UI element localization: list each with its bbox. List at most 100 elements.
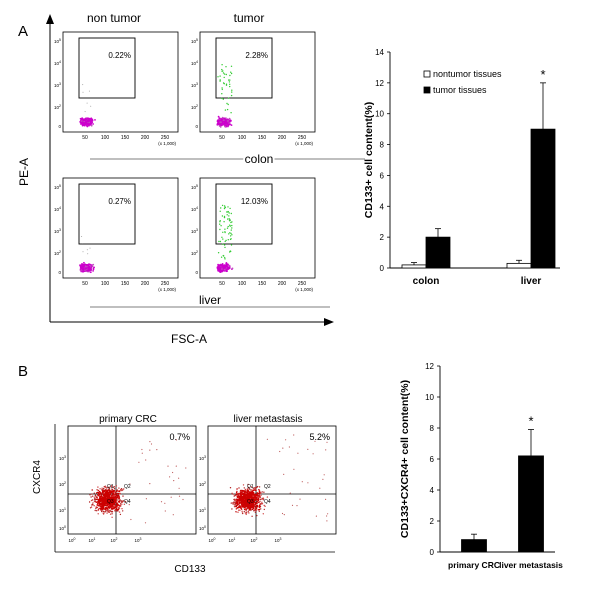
event-dot (91, 503, 94, 505)
event-dot (221, 116, 224, 119)
event-dot (248, 505, 251, 507)
event-dot (243, 511, 245, 513)
outlier-dot (301, 481, 303, 483)
event-dot (242, 492, 244, 495)
event-dot (123, 488, 125, 490)
y-tick-label: 8 (380, 141, 385, 150)
event-dot (221, 268, 223, 270)
event-dot (222, 267, 225, 270)
event-dot (216, 267, 219, 270)
event-dot (94, 119, 96, 121)
event-dot (241, 510, 243, 512)
event-dot (109, 506, 111, 508)
y-tick-label: 2 (380, 233, 385, 242)
y-tick-label: 12 (375, 79, 384, 88)
event-dot (99, 505, 101, 507)
event-dot (240, 498, 242, 500)
outlier-dot (178, 477, 180, 479)
positive-event-dot (82, 251, 84, 253)
event-dot (84, 263, 87, 266)
event-dot (102, 501, 104, 504)
flow-plot-colon-nontumor: 0.22% 105 104 103 102 0 50 100 150 200 250(x 1,000… (54, 31, 179, 146)
event-dot (218, 117, 221, 120)
y-tick-exponent: 4 (196, 206, 198, 210)
event-dot (243, 506, 245, 508)
positive-event-dot (219, 75, 221, 77)
y-tick-exponent: 2 (196, 104, 198, 108)
event-dot (233, 504, 236, 506)
x-tick-label: 50 (219, 281, 225, 287)
positive-event-dot (220, 207, 222, 209)
outlier-dot (326, 520, 328, 522)
event-dot (114, 491, 116, 493)
event-dot (92, 123, 94, 125)
positive-event-dot (231, 227, 233, 229)
event-dot (223, 268, 226, 271)
event-dot (111, 489, 114, 491)
positive-event-dot (229, 74, 231, 77)
positive-event-dot (82, 91, 84, 93)
event-dot (222, 123, 224, 126)
positive-event-dot (222, 98, 224, 100)
event-dot (101, 487, 103, 489)
event-dot (109, 513, 112, 515)
positive-event-dot (224, 109, 227, 111)
y-tick-label: 103 (54, 228, 61, 234)
event-dot (235, 502, 237, 504)
event-dot (225, 262, 228, 265)
flow-plot-title: liver metastasis (234, 414, 303, 425)
positive-event-dot (220, 256, 223, 258)
event-dot (259, 490, 261, 492)
event-dot (245, 491, 248, 493)
y-tick-exponent: 0 (204, 525, 206, 529)
event-dot (89, 494, 91, 496)
event-dot (115, 492, 118, 495)
event-dot (99, 491, 101, 493)
event-dot (105, 502, 107, 504)
event-dot (97, 509, 100, 511)
positive-event-dot (228, 212, 230, 214)
x-tick-exponent: 2 (116, 537, 118, 541)
x-tick-label: 200 (278, 281, 287, 287)
event-dot (225, 270, 228, 273)
positive-event-dot (229, 83, 231, 85)
event-dot (105, 505, 107, 507)
event-dot (239, 500, 241, 502)
event-dot (121, 501, 123, 503)
positive-event-dot (86, 102, 88, 104)
event-dot (93, 505, 95, 507)
positive-event-dot (225, 239, 227, 242)
y-tick-exponent: 3 (204, 455, 206, 459)
x-tick-exponent: 1 (234, 537, 236, 541)
event-dot (90, 496, 92, 498)
outlier-dot (279, 450, 281, 453)
y-tick-zero: 0 (195, 270, 198, 275)
event-dot (113, 499, 115, 501)
outlier-dot (296, 505, 298, 507)
y-tick-label: 6 (380, 171, 385, 180)
event-dot (248, 503, 250, 505)
event-dot (102, 488, 104, 491)
event-dot (260, 498, 262, 500)
y-tick-exponent: 4 (59, 206, 61, 210)
y-tick-label: 103 (59, 455, 66, 461)
event-dot (94, 500, 97, 502)
event-dot (242, 505, 244, 507)
event-dot (110, 492, 112, 494)
event-dot (99, 493, 101, 495)
event-dot (98, 493, 100, 495)
event-dot (244, 492, 246, 495)
event-dot (104, 502, 106, 504)
event-dot (114, 493, 116, 495)
positive-event-dot (224, 246, 226, 249)
event-dot (257, 499, 260, 501)
x-tick-label: 102 (251, 537, 258, 543)
y-tick-label: 103 (191, 228, 198, 234)
positive-event-dot (217, 252, 220, 254)
event-dot (93, 496, 96, 498)
outlier-dot (327, 513, 329, 515)
positive-event-dot (84, 111, 86, 113)
event-dot (239, 509, 241, 511)
event-dot (246, 505, 248, 507)
